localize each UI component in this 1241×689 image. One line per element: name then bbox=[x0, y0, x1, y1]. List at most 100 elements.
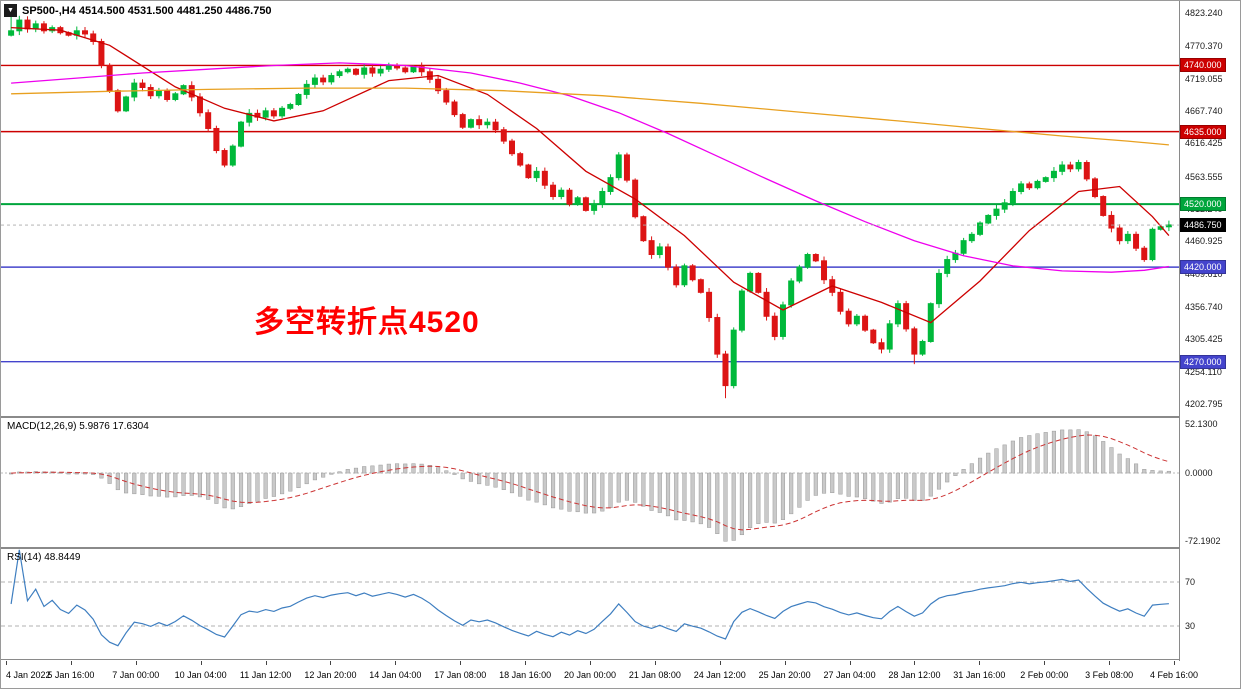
candle-body bbox=[1116, 227, 1123, 242]
candle-body bbox=[837, 291, 844, 312]
macd-histogram-bar bbox=[124, 472, 129, 494]
candle-body bbox=[673, 266, 680, 286]
price-tick-label: 4719.055 bbox=[1185, 73, 1223, 84]
rsi-indicator-panel[interactable]: RSI(14) 48.8449 bbox=[1, 549, 1179, 659]
macd-indicator-panel[interactable]: MACD(12,26,9) 5.9876 17.6304 bbox=[1, 418, 1179, 547]
candle-body bbox=[845, 310, 852, 325]
price-tick-label: 4356.740 bbox=[1185, 301, 1223, 312]
macd-signal-line bbox=[11, 434, 1170, 531]
macd-histogram-bar bbox=[657, 472, 662, 513]
macd-histogram-bar bbox=[280, 472, 285, 495]
time-axis-label: 7 Jan 00:00 bbox=[112, 670, 160, 680]
macd-histogram-bar bbox=[559, 472, 564, 510]
candle-body bbox=[714, 317, 721, 355]
macd-histogram-bar bbox=[427, 465, 432, 474]
macd-histogram-bar bbox=[1101, 441, 1106, 474]
macd-histogram-bar bbox=[682, 472, 687, 521]
candle-body bbox=[82, 30, 89, 35]
candle-body bbox=[771, 315, 778, 337]
candle-body bbox=[410, 66, 417, 73]
candle-body bbox=[903, 303, 910, 330]
chart-title: SP500-,H4 4514.500 4531.500 4481.250 448… bbox=[22, 4, 272, 17]
candle-body bbox=[1149, 228, 1156, 261]
macd-histogram-bar bbox=[797, 472, 802, 508]
candle-body bbox=[697, 279, 704, 293]
macd-histogram-bar bbox=[830, 472, 835, 494]
price-tick-label: 4254.110 bbox=[1185, 366, 1222, 377]
price-chart-panel[interactable]: ▼ SP500-,H4 4514.500 4531.500 4481.250 4… bbox=[1, 1, 1179, 416]
macd-histogram-bar bbox=[452, 472, 457, 475]
candle-body bbox=[238, 121, 245, 147]
candle-body bbox=[656, 246, 663, 256]
macd-histogram-bar bbox=[739, 472, 744, 536]
time-axis[interactable]: 4 Jan 2022 5 Jan 16:00 7 Jan 00:00 10 Jan 0… bbox=[1, 661, 1240, 688]
candle-body bbox=[1100, 196, 1107, 216]
candle-body bbox=[344, 68, 351, 73]
candle-body bbox=[1009, 190, 1016, 204]
candle-body bbox=[1059, 164, 1066, 172]
macd-chart bbox=[1, 429, 1179, 542]
price-tick-label: 4616.425 bbox=[1185, 138, 1223, 149]
candle-body bbox=[993, 208, 1000, 216]
macd-histogram-bar bbox=[156, 472, 161, 497]
macd-histogram-bar bbox=[140, 472, 145, 495]
candle-body bbox=[418, 66, 425, 73]
macd-histogram-bar bbox=[288, 472, 293, 492]
macd-histogram-bar bbox=[321, 472, 326, 478]
macd-histogram-bar bbox=[969, 463, 974, 474]
time-axis-label: 14 Jan 04:00 bbox=[369, 670, 422, 680]
panel-divider[interactable] bbox=[1, 416, 1240, 418]
macd-histogram-bar bbox=[986, 452, 991, 474]
panel-divider[interactable] bbox=[1, 547, 1240, 549]
macd-histogram-bar bbox=[592, 472, 597, 514]
macd-histogram-bar bbox=[230, 472, 235, 510]
candle-body bbox=[320, 77, 327, 83]
time-axis-tick bbox=[654, 661, 656, 665]
candle-body bbox=[369, 67, 376, 74]
candle-body bbox=[689, 265, 696, 281]
macd-histogram-bar bbox=[772, 472, 777, 524]
collapse-chart-button[interactable]: ▼ bbox=[4, 4, 17, 17]
time-axis-tick bbox=[1044, 661, 1046, 665]
macd-histogram-bar bbox=[895, 472, 900, 499]
macd-histogram-bar bbox=[945, 472, 950, 483]
macd-histogram-bar bbox=[460, 472, 465, 480]
candle-body bbox=[730, 329, 737, 387]
candle-body bbox=[188, 85, 195, 98]
candle-body bbox=[640, 216, 647, 242]
candle-body bbox=[114, 90, 121, 112]
candle-body bbox=[24, 19, 31, 30]
macd-histogram-bar bbox=[214, 472, 219, 504]
time-axis-label: 28 Jan 12:00 bbox=[888, 670, 941, 680]
macd-histogram-bar bbox=[263, 472, 268, 499]
macd-histogram-bar bbox=[378, 464, 383, 474]
macd-histogram-bar bbox=[345, 469, 350, 474]
macd-histogram-bar bbox=[863, 472, 868, 500]
candle-body bbox=[1018, 183, 1025, 192]
current-price-label: 4486.750 bbox=[1180, 218, 1226, 233]
candle-body bbox=[443, 90, 450, 103]
macd-histogram-bar bbox=[222, 472, 227, 509]
time-axis-tick bbox=[330, 661, 332, 665]
candle-body bbox=[303, 83, 310, 95]
time-axis-label: 3 Feb 08:00 bbox=[1085, 670, 1134, 680]
candle-body bbox=[451, 101, 458, 116]
price-scale-column[interactable]: 4823.240 4770.370 4719.055 4667.740 4616.425… bbox=[1179, 1, 1240, 661]
candle-body bbox=[574, 197, 581, 205]
candle-body bbox=[788, 280, 795, 306]
candle-body bbox=[311, 77, 318, 85]
price-level-label: 4740.000 bbox=[1180, 58, 1226, 73]
macd-tick-label: -72.1902 bbox=[1185, 536, 1221, 546]
macd-histogram-bar bbox=[107, 472, 112, 484]
macd-histogram-bar bbox=[567, 472, 572, 512]
candle-body bbox=[738, 290, 745, 331]
macd-histogram-bar bbox=[296, 472, 301, 489]
macd-histogram-bar bbox=[821, 472, 827, 494]
candlestick-chart bbox=[1, 13, 1179, 399]
macd-histogram-bar bbox=[690, 472, 695, 523]
time-axis-label: 24 Jan 12:00 bbox=[693, 670, 746, 680]
time-axis-label: 11 Jan 12:00 bbox=[239, 670, 292, 680]
candle-body bbox=[1091, 178, 1098, 198]
time-axis-label: 12 Jan 20:00 bbox=[304, 670, 357, 680]
